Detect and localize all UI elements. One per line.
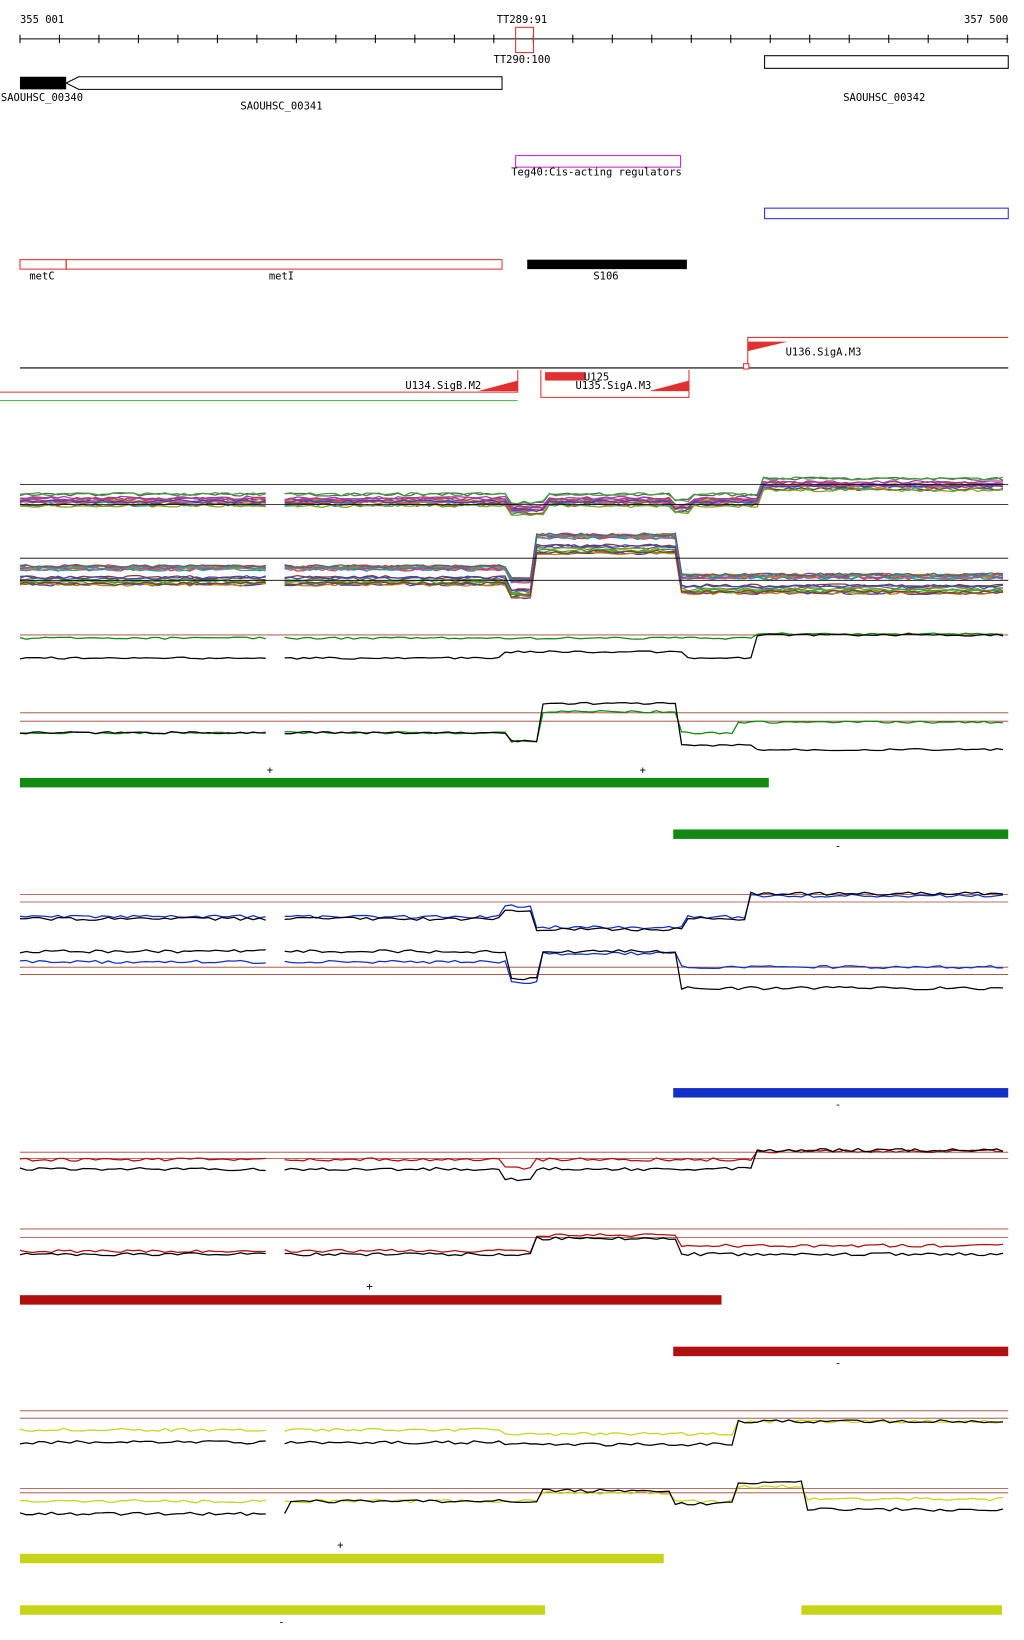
- feature: [19, 259, 67, 270]
- feature: [527, 259, 687, 270]
- promoter-flag: [747, 341, 788, 352]
- strand-mark: +: [367, 1281, 373, 1293]
- profile-line: [19, 532, 1004, 579]
- feature: [65, 259, 503, 270]
- strand-bar: [19, 777, 769, 788]
- profile-line: [19, 633, 1004, 660]
- promoter-flag: [477, 380, 518, 392]
- profile-line: [19, 1419, 1004, 1437]
- strand-mark: -: [835, 1099, 841, 1111]
- strand-bar: [19, 1605, 546, 1615]
- ruler-start: 355 001: [20, 14, 64, 26]
- ruler-mark: TT290:100: [494, 54, 551, 66]
- profile-line: [19, 893, 1004, 930]
- promoter-label: U136.SigA.M3: [786, 346, 862, 358]
- regulator-label: Teg40:Cis-acting regulators: [511, 167, 682, 179]
- strand-mark: +: [337, 1540, 343, 1552]
- promoter-flag: [649, 380, 689, 392]
- gene-arrow: [64, 76, 503, 90]
- strand-mark: -: [278, 1616, 284, 1628]
- expression-tracks: [19, 476, 1009, 1516]
- promoter-line: [0, 370, 519, 393]
- profile-line: [19, 949, 1004, 991]
- promoter-line: [747, 336, 1009, 365]
- strand-mark: -: [835, 1358, 841, 1370]
- profile-line: [19, 1419, 1004, 1447]
- regulator-box: [515, 155, 682, 168]
- strand-mark: +: [267, 765, 273, 777]
- gene: [19, 76, 67, 90]
- profile-line: [19, 543, 1004, 593]
- promoter-label: U135.SigA.M3: [576, 380, 652, 392]
- profile-line: [19, 532, 1004, 581]
- promoter-label: U134.SigB.M2: [405, 380, 481, 392]
- profile-line: [19, 548, 1004, 596]
- strand-bar: [19, 1295, 722, 1305]
- profile-line: [19, 1480, 1004, 1516]
- feature-label: metC: [29, 271, 54, 283]
- profile-line: [19, 1236, 1004, 1257]
- promoter-label: U125: [584, 372, 609, 384]
- strand-bar: [673, 829, 1009, 839]
- profile-line: [19, 701, 1004, 752]
- profile-line: [19, 549, 1004, 599]
- strand-mark: +: [640, 765, 646, 777]
- profile-line: [19, 710, 1004, 743]
- strand-bar: [19, 1553, 664, 1564]
- ruler: [19, 34, 1009, 44]
- feature-label: metI: [269, 271, 294, 283]
- ruler-end: 357 500: [964, 14, 1008, 26]
- promoter-anchor: [743, 363, 750, 370]
- gene-label: SAOUHSC_00342: [843, 92, 925, 104]
- strand-mark: -: [835, 840, 841, 852]
- ruler-mark: TT289:91: [497, 14, 548, 26]
- strand-bar: [673, 1346, 1009, 1357]
- gene-label: SAOUHSC_00341: [240, 100, 322, 112]
- strand-bar: [673, 1088, 1009, 1098]
- profile-line: [19, 476, 1004, 505]
- profile-line: [19, 1147, 1004, 1182]
- promoter-region: [545, 372, 585, 381]
- profile-line: [19, 1148, 1004, 1170]
- profile-line: [19, 1484, 1004, 1504]
- feature-label: S106: [593, 271, 618, 283]
- profile-line: [19, 891, 1004, 932]
- blue-feature: [764, 207, 1009, 220]
- gene: [764, 55, 1009, 69]
- gene-label: SAOUHSC_00340: [1, 92, 83, 104]
- profile-line: [19, 951, 1003, 984]
- strand-bar: [801, 1605, 1002, 1615]
- profile-line: [19, 1233, 1004, 1254]
- terminator-box: [515, 26, 535, 54]
